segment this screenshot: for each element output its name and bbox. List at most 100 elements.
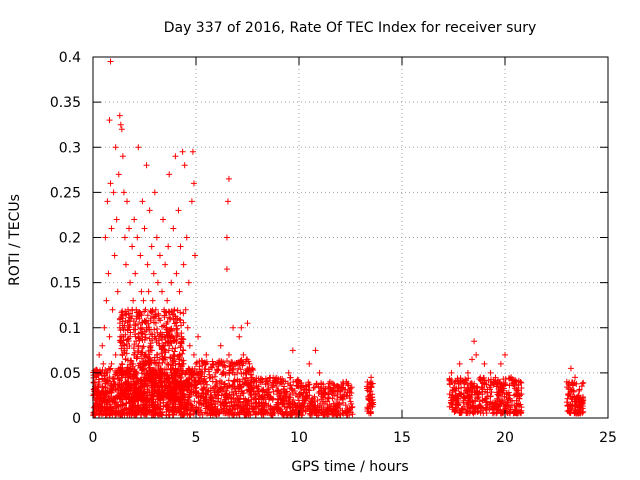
data-point bbox=[319, 410, 326, 417]
data-point bbox=[570, 387, 577, 394]
data-point bbox=[160, 342, 167, 349]
chart-title: Day 337 of 2016, Rate Of TEC Index for r… bbox=[164, 20, 537, 36]
data-point bbox=[146, 407, 153, 414]
data-point bbox=[135, 334, 142, 341]
data-point bbox=[247, 388, 254, 395]
data-point bbox=[138, 319, 145, 326]
data-point bbox=[344, 405, 351, 412]
data-point bbox=[119, 153, 126, 160]
data-point bbox=[222, 394, 229, 401]
data-point bbox=[116, 324, 123, 331]
data-point bbox=[96, 410, 103, 417]
data-point bbox=[223, 405, 230, 412]
data-point bbox=[145, 288, 152, 295]
data-point bbox=[131, 341, 138, 348]
data-point bbox=[240, 395, 247, 402]
data-point bbox=[240, 390, 247, 397]
data-point bbox=[147, 315, 154, 322]
data-point bbox=[166, 387, 173, 394]
data-point bbox=[477, 374, 484, 381]
x-tick-label: 20 bbox=[496, 430, 514, 446]
data-point bbox=[286, 394, 293, 401]
data-point bbox=[290, 378, 297, 385]
data-point bbox=[178, 322, 185, 329]
data-point bbox=[367, 409, 374, 416]
data-point bbox=[223, 234, 230, 241]
data-point bbox=[187, 389, 194, 396]
data-point bbox=[329, 411, 336, 418]
data-point bbox=[134, 309, 141, 316]
data-point bbox=[224, 358, 231, 365]
data-point bbox=[517, 409, 524, 416]
data-point bbox=[135, 407, 142, 414]
data-point bbox=[180, 360, 187, 367]
data-point bbox=[236, 361, 243, 368]
data-point bbox=[511, 382, 518, 389]
data-point bbox=[200, 385, 207, 392]
data-point bbox=[114, 369, 121, 376]
data-point bbox=[150, 393, 157, 400]
data-point bbox=[133, 369, 140, 376]
data-point bbox=[125, 369, 132, 376]
data-point bbox=[576, 387, 583, 394]
data-point bbox=[218, 408, 225, 415]
data-point bbox=[498, 383, 505, 390]
data-point bbox=[312, 347, 319, 354]
data-point bbox=[202, 359, 209, 366]
data-point bbox=[509, 397, 516, 404]
data-point bbox=[218, 392, 225, 399]
data-point bbox=[128, 315, 135, 322]
data-point bbox=[180, 346, 187, 353]
y-tick-label: 0.3 bbox=[59, 140, 81, 156]
data-point bbox=[517, 392, 524, 399]
data-point bbox=[453, 395, 460, 402]
data-point bbox=[134, 353, 141, 360]
data-point bbox=[143, 324, 150, 331]
data-point bbox=[220, 362, 227, 369]
data-point bbox=[244, 320, 251, 327]
data-point bbox=[141, 351, 148, 358]
data-point bbox=[490, 378, 497, 385]
data-point bbox=[273, 391, 280, 398]
data-point bbox=[165, 243, 172, 250]
data-point bbox=[473, 351, 480, 358]
data-point bbox=[167, 383, 174, 390]
data-point bbox=[260, 399, 267, 406]
data-point bbox=[580, 408, 587, 415]
data-point bbox=[179, 382, 186, 389]
data-point bbox=[184, 384, 191, 391]
data-point bbox=[113, 216, 120, 223]
data-point bbox=[300, 389, 307, 396]
y-tick-label: 0.1 bbox=[59, 321, 81, 337]
data-point bbox=[106, 117, 113, 124]
data-point bbox=[160, 394, 167, 401]
data-point bbox=[159, 323, 166, 330]
data-point bbox=[132, 380, 139, 387]
data-point bbox=[191, 252, 198, 259]
data-point bbox=[257, 375, 264, 382]
data-point bbox=[242, 374, 249, 381]
data-point bbox=[481, 360, 488, 367]
data-point bbox=[99, 366, 106, 373]
data-point bbox=[146, 396, 153, 403]
data-point bbox=[139, 406, 146, 413]
data-point bbox=[225, 377, 232, 384]
data-point bbox=[113, 410, 120, 417]
data-point bbox=[325, 391, 332, 398]
data-point bbox=[283, 397, 290, 404]
data-point bbox=[235, 365, 242, 372]
data-point bbox=[452, 387, 459, 394]
data-point bbox=[151, 402, 158, 409]
data-point bbox=[124, 392, 131, 399]
data-point bbox=[116, 112, 123, 119]
data-point bbox=[326, 378, 333, 385]
data-point bbox=[209, 412, 216, 419]
data-point bbox=[157, 410, 164, 417]
data-point bbox=[318, 404, 325, 411]
data-point bbox=[225, 383, 232, 390]
data-point bbox=[135, 342, 142, 349]
data-point bbox=[121, 234, 128, 241]
x-tick-label: 25 bbox=[599, 430, 617, 446]
data-point bbox=[210, 385, 217, 392]
data-point bbox=[173, 393, 180, 400]
